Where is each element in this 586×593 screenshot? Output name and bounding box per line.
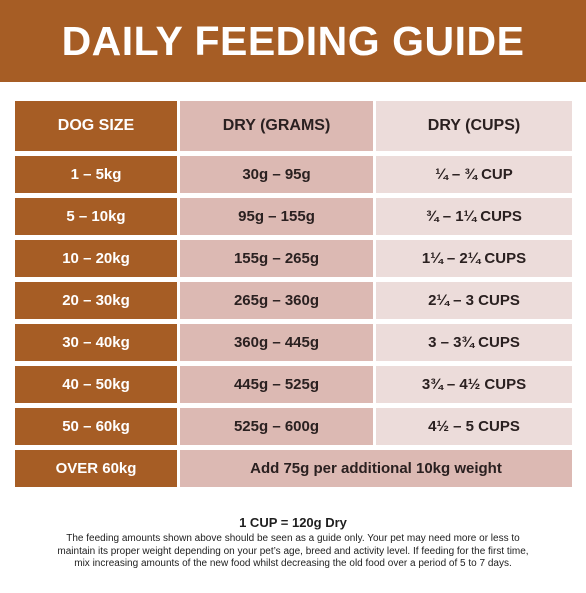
table-row: 40 – 50kg 445g – 525g 3¾ – 4½ CUPS [15,366,572,403]
table-row-over-60kg: OVER 60kg Add 75g per additional 10kg we… [15,450,572,487]
header-dry-grams: DRY (GRAMS) [180,101,373,151]
table-row: 5 – 10kg 95g – 155g ¾ – 1¼ CUPS [15,198,572,235]
footer: 1 CUP = 120g Dry The feeding amounts sho… [0,515,586,571]
cups-cell: 4½ – 5 CUPS [376,408,572,445]
cup-conversion: 1 CUP = 120g Dry [239,515,347,530]
feeding-disclaimer: The feeding amounts shown above should b… [0,533,586,571]
cups-cell: 3¾ – 4½ CUPS [376,366,572,403]
dog-size-cell: 5 – 10kg [15,198,177,235]
dog-size-cell: OVER 60kg [15,450,177,487]
grams-cell: 445g – 525g [180,366,373,403]
disclaimer-line: mix increasing amounts of the new food w… [74,558,512,569]
grams-cell: 265g – 360g [180,282,373,319]
table-row: 20 – 30kg 265g – 360g 2¼ – 3 CUPS [15,282,572,319]
cups-cell: ¼ – ¾ CUP [376,156,572,193]
grams-cell: 95g – 155g [180,198,373,235]
dog-size-cell: 50 – 60kg [15,408,177,445]
table-row: 30 – 40kg 360g – 445g 3 – 3¾ CUPS [15,324,572,361]
table-header-row: DOG SIZE DRY (GRAMS) DRY (CUPS) [15,101,572,151]
grams-cell: 525g – 600g [180,408,373,445]
dog-size-cell: 10 – 20kg [15,240,177,277]
table-row: 1 – 5kg 30g – 95g ¼ – ¾ CUP [15,156,572,193]
grams-cell: 155g – 265g [180,240,373,277]
dog-size-cell: 1 – 5kg [15,156,177,193]
dog-size-cell: 20 – 30kg [15,282,177,319]
header-dog-size: DOG SIZE [15,101,177,151]
cups-cell: 2¼ – 3 CUPS [376,282,572,319]
table-row: 10 – 20kg 155g – 265g 1¼ – 2¼ CUPS [15,240,572,277]
additional-weight-note: Add 75g per additional 10kg weight [180,450,572,487]
table-row: 50 – 60kg 525g – 600g 4½ – 5 CUPS [15,408,572,445]
dog-size-cell: 40 – 50kg [15,366,177,403]
disclaimer-line: The feeding amounts shown above should b… [66,533,520,544]
dog-size-cell: 30 – 40kg [15,324,177,361]
page-title: DAILY FEEDING GUIDE [0,0,586,82]
disclaimer-line: maintain its proper weight depending on … [57,545,529,557]
cups-cell: 3 – 3¾ CUPS [376,324,572,361]
cups-cell: ¾ – 1¼ CUPS [376,198,572,235]
grams-cell: 30g – 95g [180,156,373,193]
cups-cell: 1¼ – 2¼ CUPS [376,240,572,277]
grams-cell: 360g – 445g [180,324,373,361]
header-dry-cups: DRY (CUPS) [376,101,572,151]
